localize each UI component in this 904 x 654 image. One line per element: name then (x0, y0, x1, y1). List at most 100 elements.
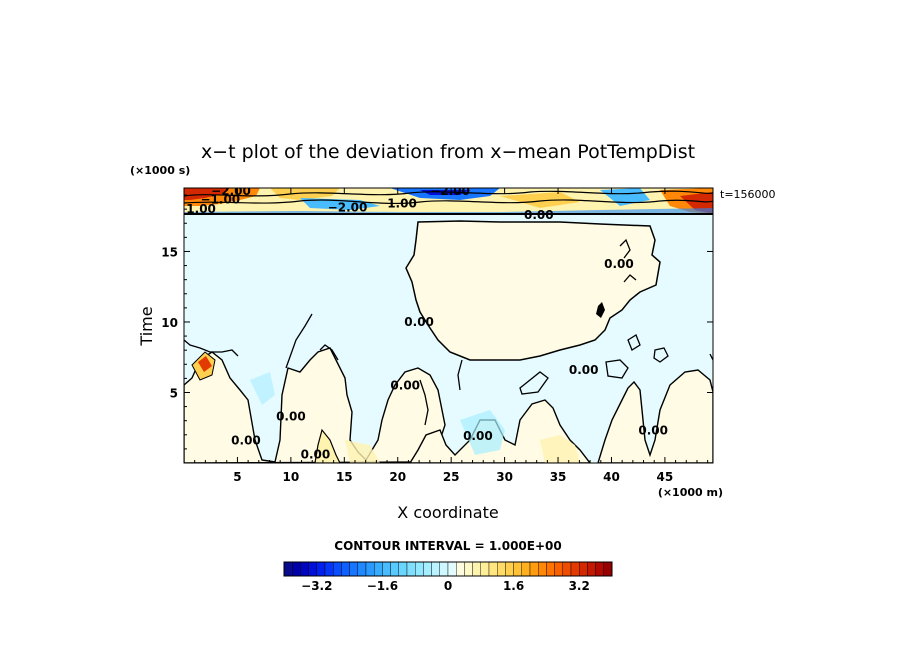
colorbar-cell (324, 561, 334, 577)
contour-label: 0.00 (390, 378, 420, 392)
colorbar-cell (415, 561, 424, 577)
contour-line-10 (619, 238, 631, 259)
top-warm-1 (270, 188, 340, 200)
contour-label: 1.00 (387, 197, 417, 211)
cool-patch-1 (460, 410, 505, 455)
colorbar-cell (431, 561, 441, 577)
y-axis-label: Time (137, 306, 156, 346)
colorbar-cell (349, 561, 359, 577)
plot-frame (183, 187, 714, 464)
contour-line-9 (623, 274, 637, 283)
warm-patch-1 (540, 435, 580, 463)
colorbar-cell (357, 561, 367, 577)
colorbar-cell (423, 561, 432, 577)
colorbar-cell (603, 561, 613, 577)
contour-line-2 (285, 313, 313, 369)
contour-line-8 (653, 347, 669, 363)
colorbar-cell (505, 561, 514, 577)
colorbar-frame (283, 561, 613, 577)
colorbar-cell (488, 561, 498, 577)
contour-label: −2.00 (430, 184, 470, 198)
colorbar-cell (546, 561, 555, 577)
contour-label: −2.00 (211, 184, 251, 198)
colorbar-cell (333, 561, 342, 577)
contour-label: −1.00 (200, 192, 240, 206)
colorbar-cell (562, 561, 572, 577)
contour-line-5 (457, 359, 463, 391)
positive-lobe-left (184, 347, 446, 463)
contour-line-11 (627, 334, 641, 351)
colorbar-cell (382, 561, 391, 577)
colorbar-cell (365, 561, 375, 577)
x-tick-label: 15 (336, 470, 353, 484)
contour-interval-label: CONTOUR INTERVAL = 1.000E+00 (334, 539, 561, 553)
colorbar-cell (595, 561, 604, 577)
colorbar-cell (513, 561, 522, 577)
contour-line-6 (519, 371, 549, 395)
colorbar-cell (316, 561, 326, 577)
contour-label: 1.00 (186, 202, 216, 216)
contour-label: −2.00 (328, 201, 368, 215)
colorbar-cell (497, 561, 506, 577)
colorbar-cell (456, 561, 465, 577)
contour-label: 0.00 (524, 208, 554, 222)
x-tick-label: 5 (233, 470, 241, 484)
contour-label: 0.00 (404, 315, 434, 329)
colorbar: −3.2 −1.6 0 1.6 3.2 (283, 561, 613, 593)
colorbar-cell (480, 561, 490, 577)
contour-label: 0.00 (638, 424, 668, 438)
colorbar-cell (570, 561, 580, 577)
top-band-contour-2 (184, 199, 713, 204)
contour-label: 0.00 (301, 448, 331, 462)
colorbar-cell (472, 561, 482, 577)
colorbar-cell (341, 561, 350, 577)
y-tick-label: 15 (161, 245, 178, 259)
top-warm-2 (500, 192, 580, 208)
colorbar-cell (587, 561, 596, 577)
x-tick-label: 35 (550, 470, 567, 484)
x-tick-label: 10 (283, 470, 300, 484)
cool-patch-2 (250, 372, 275, 405)
x-axis-unit: (×1000 m) (658, 486, 723, 499)
contour-label: 0.00 (604, 257, 634, 271)
top-band (184, 188, 713, 215)
y-tick-label: 5 (170, 386, 178, 400)
colorbar-tick-label: −3.2 (301, 579, 332, 593)
lower-positive-region (184, 347, 713, 463)
top-cool-stripe (184, 208, 713, 214)
x-axis-label: X coordinate (397, 503, 498, 522)
colorbar-cell (398, 561, 408, 577)
contour-labels: 0.00 0.00 0.00 0.00 0.00 0.00 0.00 0.00 0.00 0.00… (186, 184, 668, 462)
positive-lobe-right (597, 369, 713, 463)
contour-line-3 (319, 344, 339, 361)
contour-label: 0.00 (569, 363, 599, 377)
x-tick-label: 25 (443, 470, 460, 484)
y-tick-label: 10 (161, 316, 178, 330)
plot-field: 0.00 0.00 0.00 0.00 0.00 0.00 0.00 0.00 0.00 0.00… (184, 184, 713, 463)
y-axis: 5 10 15 (161, 194, 713, 450)
contour-line-7 (605, 359, 629, 379)
contour-label: 0.00 (231, 433, 261, 447)
colorbar-tick-label: 3.2 (569, 579, 590, 593)
x-axis: 5 10 15 20 25 30 35 40 45 (194, 188, 709, 484)
hot-spot-left (198, 356, 212, 372)
colorbar-cell (406, 561, 416, 577)
contour-label: 0.00 (463, 429, 493, 443)
top-band-contour-3 (184, 190, 713, 197)
colorbar-cell (529, 561, 539, 577)
central-plateau (405, 220, 661, 361)
colorbar-cell (292, 561, 301, 577)
colorbar-cell (538, 561, 547, 577)
x-tick-label: 45 (657, 470, 674, 484)
x-tick-label: 20 (389, 470, 406, 484)
time-stamp: t=156000 (720, 188, 776, 201)
colorbar-tick-label: 1.6 (503, 579, 524, 593)
colorbar-cell (447, 561, 457, 577)
contour-label: 0.00 (276, 409, 306, 423)
warm-patch-2 (345, 440, 380, 463)
colorbar-cell (554, 561, 563, 577)
colorbar-cell (464, 561, 473, 577)
colorbar-cell (374, 561, 383, 577)
colorbar-tick-label: 0 (444, 579, 452, 593)
